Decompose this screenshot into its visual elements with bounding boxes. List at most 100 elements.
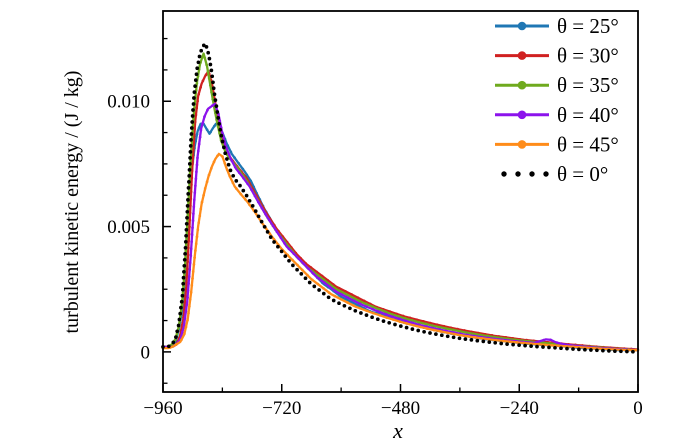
dotted-curve-dot <box>337 301 341 306</box>
curve-marker <box>307 267 310 271</box>
dotted-curve-dot <box>182 269 186 274</box>
dotted-curve-dot <box>244 193 249 198</box>
dotted-curve-dot <box>189 138 193 142</box>
curve-marker <box>189 204 192 208</box>
curve-marker <box>515 341 519 344</box>
dotted-curve-dot <box>199 48 204 53</box>
curve-marker <box>312 272 315 276</box>
curve-marker <box>233 156 236 160</box>
dotted-curve-dot <box>187 174 192 178</box>
dotted-curve-dot <box>206 50 211 55</box>
curve-marker <box>230 159 234 163</box>
dotted-curve-dot <box>381 319 386 323</box>
legend-label: θ = 45° <box>557 132 619 156</box>
dotted-curve-dot <box>359 311 363 315</box>
curve-marker <box>411 321 415 325</box>
curve-marker <box>235 187 238 190</box>
dotted-curve-dot <box>210 74 215 79</box>
dotted-curve-dot <box>182 257 187 262</box>
dotted-curve-dot <box>571 347 575 351</box>
curve-marker <box>223 161 227 165</box>
dotted-curve-dot <box>268 235 273 239</box>
curve-marker <box>256 200 260 204</box>
curve-marker <box>365 305 369 309</box>
curve-marker <box>188 297 192 301</box>
dotted-curve-dot <box>499 341 504 346</box>
curve-marker <box>339 290 343 293</box>
dotted-curve-dot <box>631 349 635 354</box>
curve-marker <box>186 260 189 264</box>
curve-marker <box>195 133 199 136</box>
curve-marker <box>182 323 186 327</box>
dotted-curve-dot <box>393 322 397 327</box>
curve-marker <box>377 307 381 311</box>
curve-marker <box>194 184 197 188</box>
dotted-curve-dot <box>183 251 187 256</box>
dotted-curve-dot <box>253 209 258 213</box>
legend-dotted-sample <box>515 171 521 177</box>
curve-marker <box>206 70 210 73</box>
curve-marker <box>194 242 198 246</box>
curve-marker <box>431 324 434 327</box>
dotted-curve-dot <box>201 43 206 48</box>
curve-marker <box>398 320 402 324</box>
curve-marker <box>196 156 199 160</box>
curve-marker <box>599 347 603 350</box>
curve-marker <box>339 297 343 301</box>
curve-marker <box>208 83 212 87</box>
dotted-curve-dot <box>191 102 196 106</box>
curve-marker <box>333 294 337 298</box>
dotted-curve-dot <box>176 323 181 328</box>
curve-marker <box>175 332 179 336</box>
dotted-curve-dot <box>416 328 421 333</box>
dotted-curve-dot <box>541 345 545 349</box>
curve-marker <box>186 296 189 299</box>
curve-marker <box>192 134 196 138</box>
dotted-curve-dot <box>186 192 191 196</box>
dotted-curve-dot <box>410 327 415 331</box>
curve-marker <box>174 343 178 346</box>
curve-marker <box>390 312 394 316</box>
curve-marker <box>189 247 193 251</box>
dotted-curve-dot <box>241 188 246 193</box>
dotted-curve-dot <box>219 133 224 138</box>
curve-marker <box>181 291 185 295</box>
curve-marker <box>364 302 368 306</box>
y-axis-label: turbulent kinetic energy / (J / kg) <box>61 71 83 334</box>
curve-marker <box>195 81 199 85</box>
curve-marker <box>197 142 201 146</box>
dotted-curve-dot <box>445 334 450 339</box>
curve-marker <box>352 296 355 300</box>
curve-marker <box>444 327 448 330</box>
legend-marker-sample <box>517 110 527 120</box>
dotted-curve-dot <box>262 224 267 229</box>
curve-marker <box>248 203 251 207</box>
dotted-curve-dot <box>481 339 486 344</box>
curve-marker <box>194 249 197 252</box>
curve-marker <box>191 219 195 223</box>
dotted-curve-dot <box>223 151 228 156</box>
curve-marker <box>458 329 462 333</box>
curve-marker <box>213 124 216 128</box>
curve-marker <box>189 197 193 201</box>
dotted-curve-dot <box>247 198 252 203</box>
curve-marker <box>543 343 547 347</box>
series--40- <box>161 102 640 352</box>
curve-marker <box>218 119 222 123</box>
curve-marker <box>188 268 192 271</box>
curve-marker <box>184 310 188 313</box>
curve-marker <box>549 338 552 342</box>
dotted-curve-dot <box>234 179 239 183</box>
curve-marker <box>451 328 455 332</box>
dotted-curve-dot <box>523 343 527 348</box>
dotted-curve-dot <box>589 348 593 352</box>
curve-marker <box>189 291 193 294</box>
curve-marker <box>185 274 189 278</box>
dotted-curve-dot <box>197 54 202 59</box>
curve-marker <box>291 258 294 262</box>
curve-marker <box>412 323 415 327</box>
dotted-curve-dot <box>175 329 180 334</box>
dotted-curve-dot <box>182 263 187 268</box>
dotted-curve-dot <box>553 345 557 350</box>
